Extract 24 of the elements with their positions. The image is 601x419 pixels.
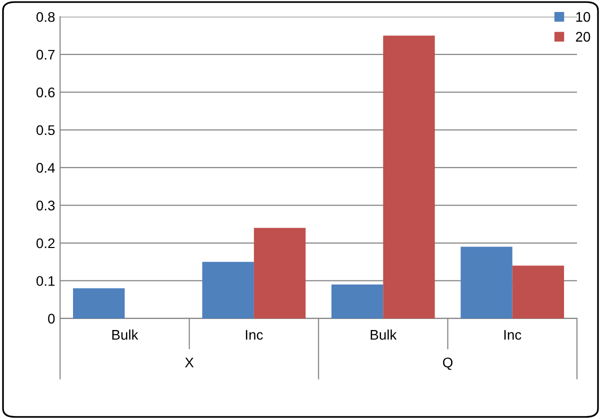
x-tick-label: Inc [246, 330, 263, 340]
y-tick-label: 0.4 [36, 162, 55, 173]
bar [254, 228, 306, 318]
y-tick-label: 0 [48, 314, 55, 324]
bar [383, 36, 435, 318]
y-tick-label: 0.2 [36, 238, 55, 248]
text: Q [443, 358, 452, 370]
y-tick-label: 0.5 [36, 125, 55, 136]
legend-label: 10 [576, 12, 590, 22]
y-tick-label: 0.3 [36, 200, 55, 210]
x-tick-label: Inc [504, 330, 522, 340]
legend-label: 20 [576, 32, 590, 42]
y-tick-label: 0.6 [36, 88, 55, 98]
x-tick-label: Bulk [112, 330, 138, 340]
bar [202, 262, 254, 318]
bar [460, 246, 512, 318]
y-tick-label: 0.7 [36, 50, 55, 60]
bar [73, 288, 125, 318]
text: X [184, 358, 194, 368]
bar [331, 284, 384, 318]
y-tick-label: 0.8 [36, 12, 55, 22]
bar [512, 266, 564, 318]
y-tick-label: 0.1 [36, 276, 55, 286]
x-tick-label: Bulk [370, 330, 397, 340]
